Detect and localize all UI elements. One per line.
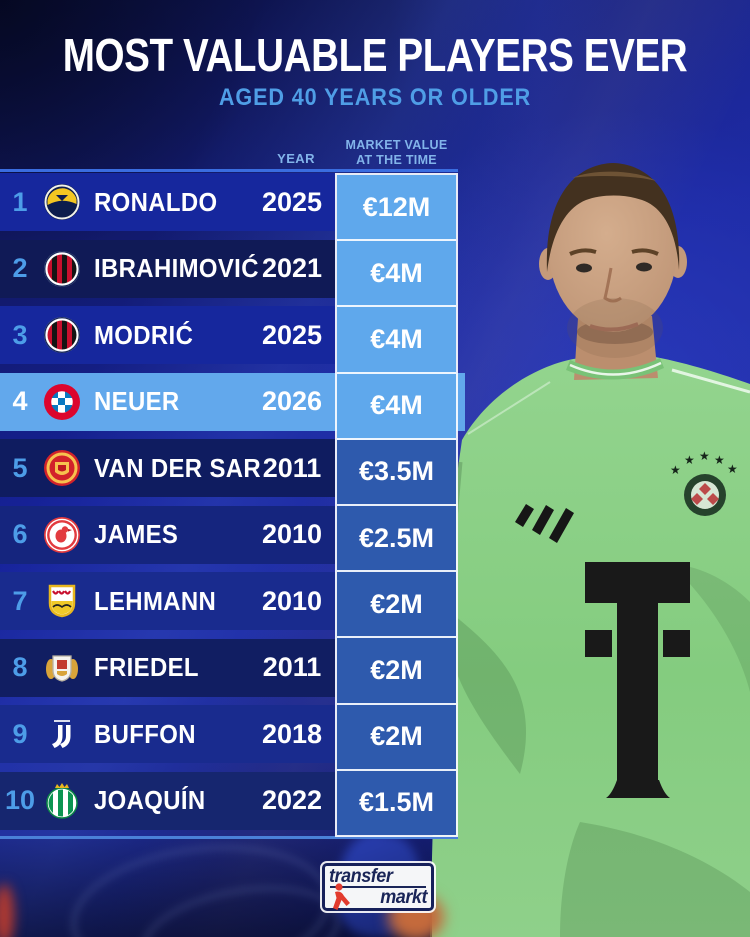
- column-header-market-value-line1: MARKET VALUE: [345, 138, 448, 152]
- juventus-badge: [43, 715, 81, 753]
- svg-text:★: ★: [727, 462, 738, 476]
- rank-number: 5: [12, 452, 28, 483]
- vfb-stuttgart-badge: [43, 582, 81, 620]
- table-row: 7 LEHMANN 2010: [0, 572, 335, 630]
- player-year: 2025: [261, 319, 323, 350]
- player-year: 2018: [261, 718, 323, 749]
- table-row: 3 MODRIĆ 2025: [0, 306, 335, 364]
- player-photo-neuer: ★ ★ ★ ★ ★: [420, 132, 750, 937]
- transfermarkt-logo-line2: markt: [380, 887, 427, 908]
- market-value: €3.5M: [337, 439, 456, 507]
- rank-number: 1: [12, 186, 28, 217]
- rank-number: 10: [4, 785, 36, 815]
- market-value: €12M: [337, 175, 456, 242]
- svg-text:★: ★: [684, 453, 695, 467]
- market-value-column: €12M €4M €4M €4M €3.5M €2.5M €2M €2M €2M…: [335, 173, 458, 837]
- table-row: 2 IBRAHIMOVIĆ 2021: [0, 239, 335, 298]
- player-name: FRIEDEL: [94, 652, 199, 682]
- table-row: 10 JOAQUÍN 2022: [0, 771, 335, 830]
- table-top-border: [0, 169, 458, 172]
- transfermarkt-logo: transfer markt: [322, 863, 434, 911]
- market-value: €2M: [337, 572, 456, 639]
- market-value: €4M: [337, 307, 456, 374]
- transfermarkt-logo-line1: transfer: [329, 866, 393, 887]
- market-value: €1.5M: [337, 770, 456, 836]
- player-year: 2010: [261, 585, 323, 616]
- rank-number: 9: [12, 718, 28, 749]
- rank-number: 6: [12, 519, 28, 549]
- market-value: €2M: [337, 638, 456, 705]
- player-name: JAMES: [94, 519, 179, 549]
- table-row: 5 VAN DER SAR 2011: [0, 439, 335, 497]
- rank-number: 8: [12, 652, 28, 682]
- player-year: 2025: [261, 186, 323, 217]
- ac-milan-badge: [43, 316, 81, 354]
- market-value: €4M: [337, 241, 456, 308]
- column-header-market-value-line2: AT THE TIME: [356, 153, 437, 167]
- rank-number: 4: [12, 386, 28, 416]
- transfermarkt-kicker-icon: [328, 883, 352, 911]
- player-name: VAN DER SAR: [94, 452, 262, 483]
- transfermarkt-logo-rule: [330, 886, 426, 888]
- table-row: 9 BUFFON 2018: [0, 705, 335, 763]
- player-year: 2022: [261, 785, 323, 815]
- manchester-united-badge: [43, 449, 81, 487]
- svg-text:★: ★: [714, 453, 725, 467]
- player-year: 2011: [262, 652, 322, 682]
- table-row: 1 RONALDO 2025: [0, 173, 335, 231]
- player-name: JOAQUÍN: [94, 785, 206, 815]
- player-year: 2026: [261, 386, 323, 416]
- player-year: 2021: [261, 253, 323, 283]
- al-nassr-badge: [43, 183, 81, 221]
- page-title: MOST VALUABLE PLAYERS EVER: [62, 29, 688, 81]
- column-header-year: YEAR: [277, 151, 315, 166]
- real-betis-badge: [43, 782, 81, 820]
- player-name: NEUER: [94, 386, 180, 416]
- page-subtitle: AGED 40 YEARS OR OLDER: [218, 84, 532, 111]
- market-value: €2M: [337, 704, 456, 771]
- svg-text:★: ★: [699, 449, 710, 463]
- player-name: RONALDO: [94, 186, 218, 217]
- table-row: 8 FRIEDEL 2011: [0, 638, 335, 697]
- player-name: MODRIĆ: [94, 319, 194, 350]
- player-name: BUFFON: [94, 718, 196, 749]
- table-row: 6 JAMES 2010: [0, 505, 335, 564]
- player-year: 2010: [261, 519, 323, 549]
- svg-text:★: ★: [670, 463, 681, 477]
- player-year: 2011: [262, 452, 322, 483]
- blurred-red-shape: [0, 884, 14, 937]
- rank-number: 7: [12, 585, 28, 616]
- coat-of-arms-badge: [43, 649, 81, 687]
- table-bottom-border: [0, 836, 458, 839]
- bristol-city-badge: [43, 516, 81, 554]
- column-header-market-value: MARKET VALUE AT THE TIME: [335, 138, 458, 168]
- market-value: €4M: [337, 373, 456, 440]
- player-name: IBRAHIMOVIĆ: [94, 253, 259, 283]
- ac-milan-badge: [43, 250, 81, 288]
- bayern-munich-badge: [43, 383, 81, 421]
- rank-number: 2: [12, 253, 28, 283]
- market-value: €2.5M: [337, 506, 456, 573]
- ranking-table: 1 RONALDO 2025 2: [0, 173, 465, 830]
- player-name: LEHMANN: [94, 585, 217, 616]
- rank-number: 3: [12, 319, 28, 350]
